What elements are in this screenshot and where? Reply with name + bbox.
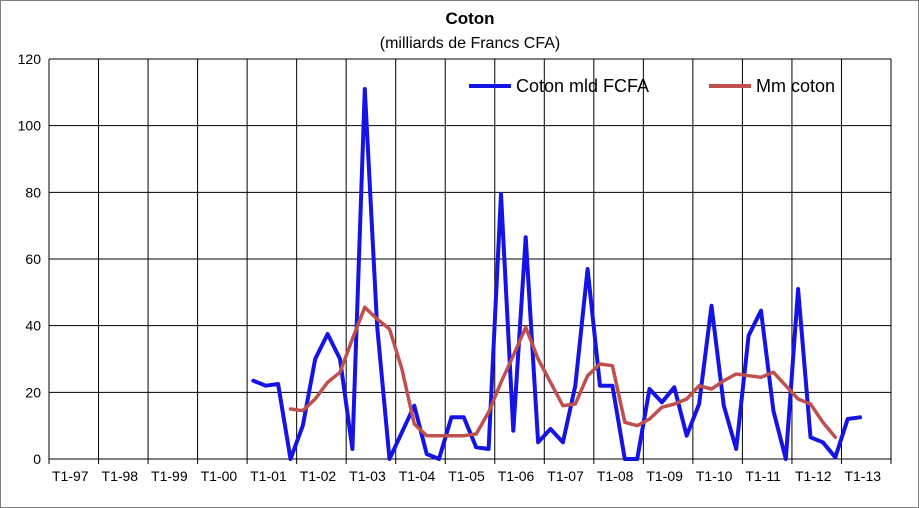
x-tick-label: T1-11 [745,468,781,484]
y-tick-label: 80 [25,184,41,200]
x-tick-label: T1-06 [498,468,535,484]
x-tick-label: T1-05 [448,468,485,484]
legend: Coton mld FCFA Mm coton [469,76,835,96]
y-tick-label: 40 [25,318,41,334]
series-line-1 [251,87,862,461]
x-tick-label: T1-08 [597,468,634,484]
x-tick-label: T1-07 [547,468,584,484]
x-tick-label: T1-98 [102,468,139,484]
x-tick-label: T1-10 [696,468,733,484]
y-tick-label: 20 [25,384,41,400]
x-tick-label: T1-04 [399,468,436,484]
series-line-2 [288,305,838,440]
x-tick-label: T1-12 [795,468,832,484]
x-tick-label: T1-01 [250,468,287,484]
chart-subtitle: (milliards de Francs CFA) [380,35,560,52]
x-tick-label: T1-13 [844,468,881,484]
x-tick-label: T1-99 [151,468,188,484]
x-tick-label: T1-02 [300,468,337,484]
x-tick-label: T1-97 [52,468,89,484]
x-tick-label: T1-00 [201,468,238,484]
legend-label: Coton mld FCFA [516,76,649,96]
x-tick-label: T1-09 [646,468,683,484]
chart-title: Coton [445,9,494,28]
y-tick-label: 100 [18,118,42,134]
x-tick-label: T1-03 [349,468,386,484]
y-tick-label: 0 [33,451,41,467]
y-tick-label: 60 [25,251,41,267]
y-tick-label: 120 [18,51,42,67]
legend-label: Mm coton [756,76,835,96]
